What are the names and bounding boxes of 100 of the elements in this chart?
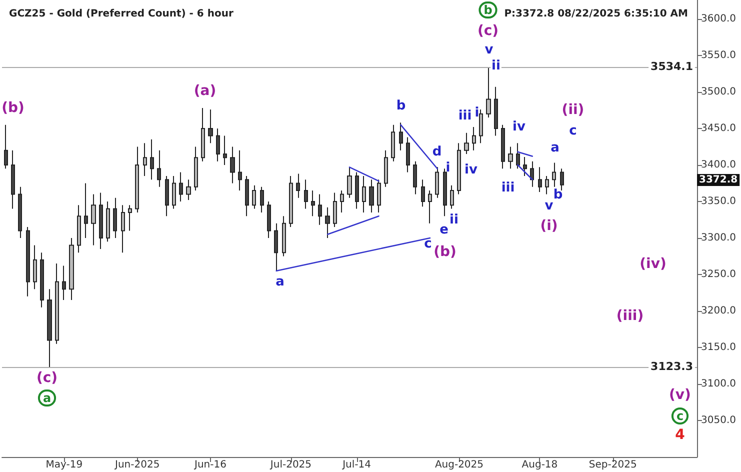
candlestick xyxy=(508,146,513,170)
candlestick xyxy=(494,86,498,136)
x-tick-label: Aug-18 xyxy=(522,460,558,470)
candlestick xyxy=(62,265,66,301)
candlestick xyxy=(384,150,388,188)
candlestick xyxy=(172,175,176,210)
x-tick-label: Sep-2025 xyxy=(588,460,637,470)
candlestick xyxy=(450,184,454,210)
text: GCZ25 - Gold (Preferred Count) - 6 hour xyxy=(9,8,234,20)
candlestick xyxy=(369,179,374,213)
candlestick xyxy=(311,190,315,217)
annotation: d xyxy=(432,144,442,160)
candlestick xyxy=(47,288,52,368)
annotation: (c) xyxy=(477,23,499,39)
y-tick-label: 3550.0 xyxy=(701,50,736,61)
candlestick xyxy=(252,184,256,210)
candlestick xyxy=(486,66,491,118)
candlestick xyxy=(99,192,103,250)
annotation: c xyxy=(569,124,577,138)
annotation: v xyxy=(484,42,494,58)
candlestick xyxy=(128,204,132,232)
candlestick xyxy=(362,175,366,213)
x-tick-label: Jul-14 xyxy=(342,460,372,470)
annotation: e xyxy=(440,222,449,238)
candlestick xyxy=(113,197,117,238)
candlestick xyxy=(464,132,469,155)
candlestick xyxy=(530,160,534,188)
candlestick xyxy=(26,226,30,297)
candlestick xyxy=(377,179,381,213)
candlestick xyxy=(40,252,44,308)
candlestick xyxy=(545,175,549,195)
candlestick xyxy=(201,108,205,162)
candlestick xyxy=(267,200,271,238)
annotation: b xyxy=(396,98,406,114)
candlestick xyxy=(289,175,293,228)
annotation: iv xyxy=(512,120,526,134)
y-tick-label: 3050.0 xyxy=(701,415,736,426)
annotation: c xyxy=(676,409,684,423)
candlestick xyxy=(274,222,278,272)
candlestick xyxy=(421,179,425,208)
candlestick xyxy=(150,138,154,180)
candlestick xyxy=(216,128,220,162)
annotation: (b) xyxy=(434,244,456,260)
candlestick xyxy=(479,109,483,144)
candlestick xyxy=(106,200,110,242)
candlestick xyxy=(69,237,74,301)
ref-line-label: 3123.3 xyxy=(650,360,693,373)
candlestick xyxy=(523,156,527,176)
candlestick xyxy=(77,204,81,254)
y-tick-label: 3200.0 xyxy=(701,305,736,316)
candlestick xyxy=(135,146,139,213)
candlestick xyxy=(33,244,37,290)
y-tick-label: 3450.0 xyxy=(701,122,736,134)
candlestick xyxy=(552,162,556,188)
x-tick-label: Jun-2025 xyxy=(114,460,160,470)
y-tick-label: 3400.0 xyxy=(701,159,736,170)
candlestick xyxy=(55,263,59,344)
candlestick xyxy=(282,216,286,257)
candlestick xyxy=(260,186,264,213)
candlestick xyxy=(325,206,330,238)
annotation: i xyxy=(446,160,450,176)
x-tick-label: Jul-2025 xyxy=(269,460,312,470)
candlestick xyxy=(340,190,344,213)
candlestick xyxy=(347,166,352,198)
candlestick xyxy=(538,166,542,192)
x-tick-label: May-19 xyxy=(46,460,83,470)
candlestick xyxy=(406,136,410,173)
candlestick xyxy=(399,122,403,151)
candlestick xyxy=(194,146,198,192)
annotation: 4 xyxy=(675,427,686,443)
candlestick xyxy=(179,172,183,202)
candlestick xyxy=(84,182,88,238)
candlestick xyxy=(121,204,125,254)
annotation: c xyxy=(424,236,432,252)
ref-line-label: 3534.1 xyxy=(650,60,693,74)
candlestick xyxy=(391,124,395,162)
y-tick-label: 3100.0 xyxy=(701,378,736,390)
candlestick xyxy=(4,124,8,170)
y-tick-label: 3300.0 xyxy=(701,232,736,244)
y-tick-label: 3150.0 xyxy=(701,342,736,353)
candlestick xyxy=(318,194,322,226)
candlestick xyxy=(230,146,235,184)
candlestick xyxy=(143,142,147,176)
annotation: b xyxy=(553,188,563,202)
annotation: iv xyxy=(464,162,478,178)
text: P:3372.8 08/22/2025 6:35:10 AM xyxy=(504,8,688,20)
x-tick-label: Aug-2025 xyxy=(434,460,484,470)
annotation: (iv) xyxy=(640,256,666,272)
candlestick xyxy=(11,150,15,210)
candlestick xyxy=(443,168,447,217)
candlestick xyxy=(472,126,476,151)
candlestick xyxy=(304,179,308,210)
candlestick xyxy=(457,142,461,195)
candlestick xyxy=(355,172,359,210)
candlestick xyxy=(157,150,161,188)
annotation: (b) xyxy=(2,100,24,116)
annotation: (ii) xyxy=(562,102,584,118)
candlestick xyxy=(333,192,337,228)
candlestick xyxy=(245,175,249,217)
annotation: iii xyxy=(501,180,515,196)
